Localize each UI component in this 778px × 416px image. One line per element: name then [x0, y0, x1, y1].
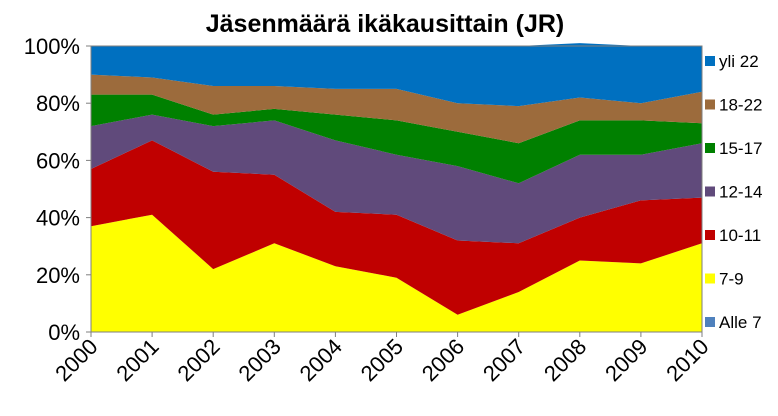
x-tick-label: 2001	[111, 334, 163, 386]
x-tick-label: 2009	[600, 334, 652, 386]
x-tick-label: 2007	[478, 334, 530, 386]
legend-label: 7-9	[719, 270, 744, 289]
y-tick-label: 40%	[36, 206, 80, 231]
x-tick-label: 2002	[172, 334, 224, 386]
legend-swatch	[705, 230, 715, 240]
x-tick-label: 2003	[234, 334, 286, 386]
y-axis: 0% 20% 40% 60% 80% 100%	[24, 34, 91, 345]
legend-swatch	[705, 273, 715, 284]
area-series-1	[91, 214, 702, 332]
y-tick-label: 0%	[48, 320, 80, 345]
legend-swatch	[705, 99, 715, 110]
legend-swatch	[705, 143, 715, 153]
legend-label: 18-22	[719, 96, 762, 115]
legend-label: 15-17	[719, 139, 762, 158]
y-tick-label: 80%	[36, 91, 80, 116]
legend-label: yli 22	[719, 52, 759, 71]
legend-swatch	[705, 186, 715, 197]
y-tick-label: 100%	[24, 34, 80, 59]
x-tick-label: 2004	[295, 334, 347, 386]
legend: yli 22 18-22 15-17 12-14 10-11 7-9 Alle 7	[705, 52, 762, 332]
chart-title: Jäsenmäärä ikäkausittain (JR)	[206, 10, 565, 38]
legend-swatch	[705, 56, 715, 66]
area-series-4	[91, 94, 702, 184]
area-series-3	[91, 114, 702, 244]
area-series-6	[91, 43, 702, 107]
area-series-2	[91, 140, 702, 315]
y-tick-label: 20%	[36, 263, 80, 288]
legend-label: Alle 7	[719, 313, 762, 332]
y-tick-label: 60%	[36, 148, 80, 173]
legend-swatch	[705, 317, 715, 327]
area-series-5	[91, 74, 702, 144]
legend-label: 10-11	[719, 226, 761, 245]
x-tick-label: 2006	[417, 334, 469, 386]
legend-label: 12-14	[719, 183, 762, 202]
x-tick-label: 2005	[356, 334, 408, 386]
x-tick-label: 2010	[661, 334, 713, 386]
stacked-areas	[91, 43, 702, 332]
x-axis: 2000 2001 2002 2003 2004 2005 2006 2007 2008 2009…	[50, 332, 714, 386]
x-tick-label: 2008	[539, 334, 591, 386]
